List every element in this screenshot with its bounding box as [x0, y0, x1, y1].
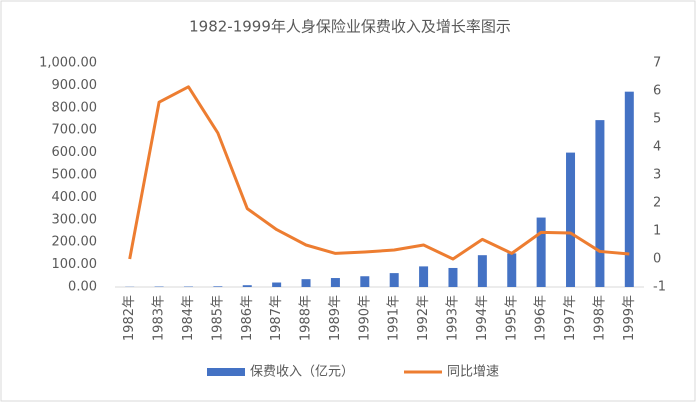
x-tick-label: 1985年: [210, 295, 225, 341]
y-tick-label: 300.00: [52, 212, 98, 227]
bar: [213, 286, 223, 287]
x-tick-label: 1988年: [299, 295, 314, 341]
x-tick-label: 1983年: [152, 295, 167, 341]
legend-label: 同比增速: [447, 365, 499, 380]
bar: [507, 253, 517, 287]
bar: [624, 91, 634, 287]
bar: [389, 273, 399, 287]
y-tick-label: 700.00: [52, 123, 98, 138]
bar: [330, 278, 340, 287]
y-tick-label: 500.00: [52, 168, 98, 183]
x-tick-label: 1984年: [181, 295, 196, 341]
bar: [566, 152, 576, 287]
bar: [272, 282, 282, 287]
y2-tick-label: -1: [653, 280, 666, 295]
x-tick-label: 1991年: [387, 295, 402, 341]
x-tick-label: 1989年: [328, 295, 343, 341]
y-tick-label: 900.00: [52, 78, 98, 93]
chart-title: 1982-1999年人身保险业保费收入及增长率图示: [189, 18, 511, 36]
x-tick-label: 1982年: [122, 295, 137, 341]
y-tick-label: 0.00: [68, 280, 97, 295]
bar: [360, 276, 370, 287]
x-tick-label: 1992年: [416, 295, 431, 341]
x-tick-label: 1995年: [504, 295, 519, 341]
y-tick-label: 400.00: [52, 190, 98, 205]
bar: [242, 285, 252, 287]
y-tick-label: 1,000.00: [39, 56, 97, 71]
bar: [477, 255, 487, 287]
bar: [419, 266, 429, 287]
x-tick-label: 1994年: [475, 295, 490, 341]
legend-swatch: [207, 368, 245, 376]
y2-tick-label: 2: [653, 196, 661, 211]
bar: [301, 279, 311, 287]
legend-label: 保费收入（亿元）: [250, 365, 354, 380]
x-tick-label: 1998年: [592, 295, 607, 341]
x-tick-label: 1993年: [445, 295, 460, 341]
y2-tick-label: 4: [653, 140, 661, 155]
y2-tick-label: 0: [653, 252, 661, 267]
y2-tick-label: 7: [653, 56, 661, 71]
y-tick-label: 800.00: [52, 100, 98, 115]
x-tick-label: 1997年: [563, 295, 578, 341]
y2-tick-label: 1: [653, 224, 661, 239]
x-tick-label: 1999年: [622, 295, 637, 341]
bar: [536, 217, 546, 287]
y-tick-label: 200.00: [52, 235, 98, 250]
line: [128, 85, 630, 261]
y-tick-label: 600.00: [52, 145, 98, 160]
y2-tick-label: 6: [653, 84, 661, 99]
y2-tick-label: 3: [653, 168, 661, 183]
x-tick-label: 1987年: [269, 295, 284, 341]
bar: [448, 267, 458, 287]
x-tick-label: 1986年: [240, 295, 255, 341]
bar: [595, 120, 605, 288]
y2-tick-label: 5: [653, 112, 661, 127]
x-tick-label: 1990年: [357, 295, 372, 341]
y-tick-label: 100.00: [52, 257, 98, 272]
x-tick-label: 1996年: [534, 295, 549, 341]
